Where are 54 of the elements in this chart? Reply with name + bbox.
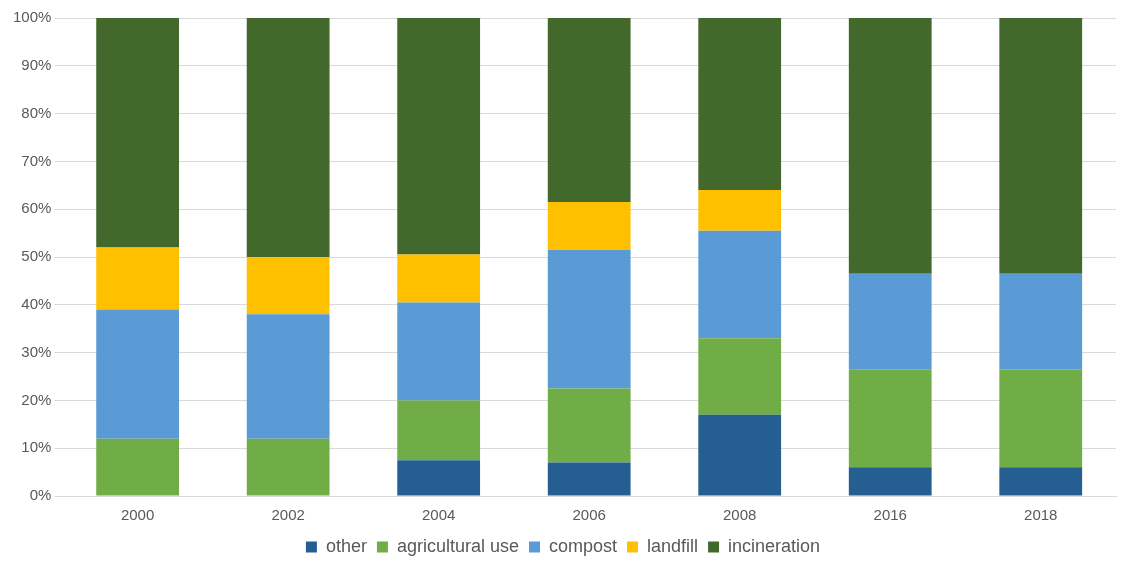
bar [547,202,631,250]
bar [246,438,330,496]
y-tick-label: 10% [21,438,52,456]
y-tick-label: 20% [21,390,52,408]
x-tick-label: 2016 [873,506,907,524]
legend-label: incineration [728,535,821,556]
bar [246,257,330,315]
bar [999,467,1083,496]
bar [848,369,932,468]
y-tick-label: 90% [21,55,52,73]
y-tick-label: 80% [21,103,52,121]
legend-label: other [325,535,367,556]
y-tick-label: 70% [21,151,52,169]
bar [96,309,180,439]
bar [848,273,932,370]
bar [848,18,932,274]
bar [698,338,782,415]
y-tick-label: 50% [21,247,52,265]
bar [96,247,180,310]
bar [397,460,481,496]
x-tick-label: 2000 [120,506,155,524]
bar [547,388,631,463]
bar [698,18,782,191]
bar [848,467,932,496]
bar [397,18,481,255]
bar [698,414,782,496]
bar [999,18,1083,274]
x-tick-label: 2002 [271,506,305,524]
bar [96,438,180,496]
bar [246,18,330,257]
bar [999,369,1083,468]
x-tick-label: 2018 [1024,506,1058,524]
bar [96,18,180,248]
y-tick-label: 60% [21,199,52,217]
x-tick-label: 2004 [421,506,456,524]
bar [547,462,631,496]
y-tick-label: 40% [21,294,52,312]
x-tick-label: 2008 [723,506,757,524]
y-tick-label: 30% [21,342,52,360]
bar [999,273,1083,370]
y-tick-label: 0% [29,486,52,504]
bar [698,190,782,231]
legend-label: compost [548,535,618,556]
bar [547,18,631,203]
bar [698,230,782,339]
legend-label: landfill [647,535,699,556]
bar [547,249,631,389]
bar [397,400,481,461]
bar [397,302,481,401]
bar [246,314,330,439]
x-tick-label: 2006 [572,506,606,524]
y-tick-label: 100% [12,8,52,26]
legend-label: agricultural use [396,535,519,556]
bar [397,254,481,303]
